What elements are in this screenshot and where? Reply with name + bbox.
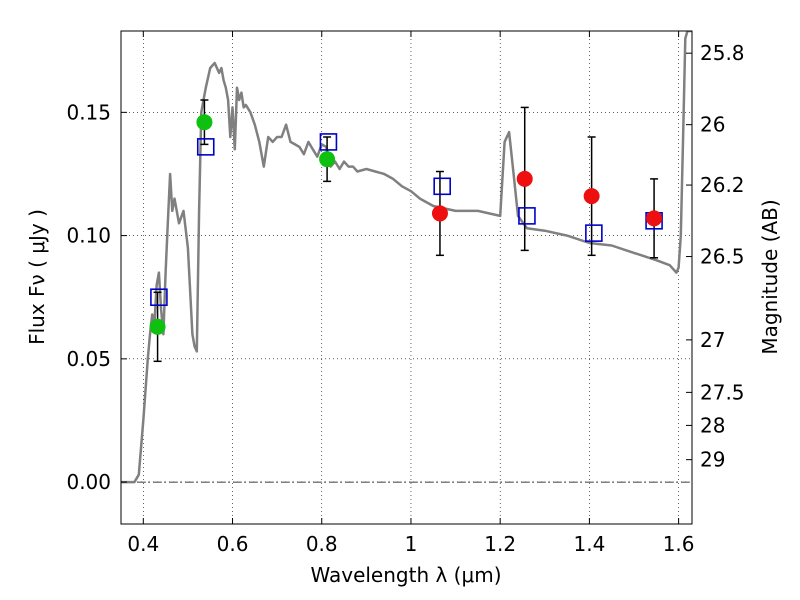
- data-point: [319, 151, 336, 168]
- x-tick-label: 1.2: [484, 532, 516, 556]
- data-point: [516, 170, 533, 187]
- model-band-square: [196, 138, 215, 156]
- data-point: [149, 318, 166, 335]
- right-tick-label: 26.2: [700, 173, 745, 197]
- plot-frame: [120, 30, 693, 525]
- x-axis-ticks: 0.4 0.6 0.8 1 1.2 1.4 1.6: [127, 31, 695, 556]
- model-band-square: [518, 207, 536, 225]
- right-axis-ticks: 25.8 26 26.2 26.5 27 27.5 28 29: [686, 41, 745, 472]
- x-tick-label: 0.8: [306, 532, 338, 556]
- right-tick-label: 25.8: [700, 41, 745, 65]
- right-tick-label: 27.5: [700, 380, 745, 404]
- right-axis-label: Magnitude (AB): [758, 199, 782, 354]
- x-tick-label: 1.6: [663, 532, 695, 556]
- model-band-square: [150, 288, 168, 307]
- data-point: [646, 210, 663, 227]
- y-tick-label: 0.05: [66, 347, 111, 371]
- y-tick-label: 0.00: [66, 470, 111, 494]
- right-tick-label: 29: [700, 448, 725, 472]
- right-tick-label: 28: [700, 413, 725, 437]
- right-tick-label: 26.5: [700, 245, 745, 269]
- grid-lines: [121, 31, 692, 524]
- plot-area: [121, 31, 692, 484]
- x-tick-label: 0.6: [217, 532, 249, 556]
- y-axis-ticks: 0.00 0.05 0.10 0.15: [66, 100, 127, 494]
- right-tick-label: 26: [700, 113, 725, 137]
- y-tick-label: 0.15: [66, 100, 111, 124]
- data-point: [431, 205, 448, 222]
- data-point: [196, 114, 213, 131]
- x-tick-label: 0.4: [127, 532, 159, 556]
- model-band-square: [319, 133, 338, 151]
- x-axis-label: Wavelength λ (μm): [310, 563, 501, 587]
- y-axis-label: Flux Fν ( μJy ): [25, 209, 49, 345]
- model-band-square: [433, 177, 451, 196]
- y-tick-label: 0.10: [66, 224, 111, 248]
- x-tick-label: 1: [405, 532, 418, 556]
- model-spectrum-line: [121, 31, 692, 484]
- model-band-square: [585, 224, 603, 242]
- right-tick-label: 27: [700, 328, 725, 352]
- x-tick-label: 1.4: [573, 532, 605, 556]
- data-point: [583, 188, 600, 205]
